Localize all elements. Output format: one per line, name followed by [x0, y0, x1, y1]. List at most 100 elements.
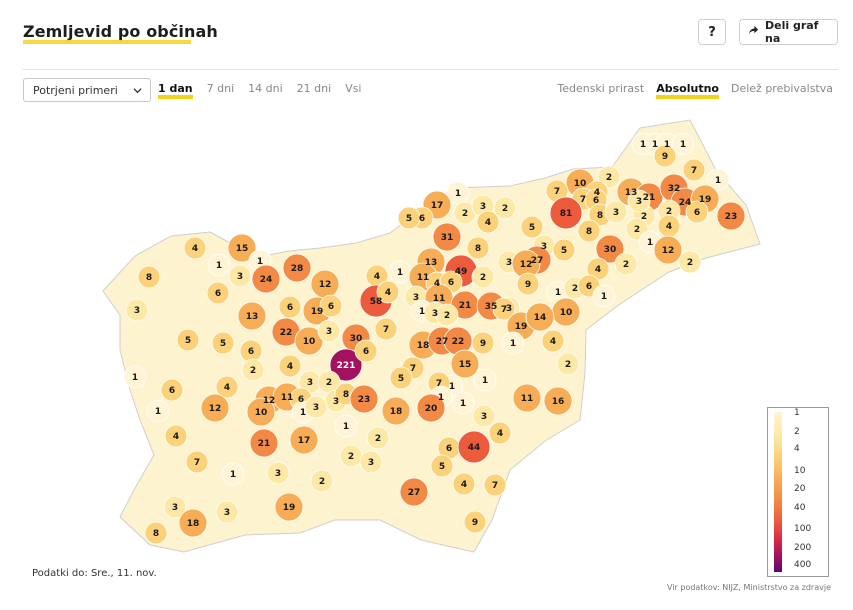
tab-vsi[interactable]: Vsi — [345, 82, 362, 95]
municipality-area[interactable] — [211, 331, 235, 355]
municipality-area[interactable] — [525, 302, 555, 332]
municipality-area[interactable] — [319, 294, 343, 318]
tab-1-dan[interactable]: 1 dan — [158, 82, 193, 99]
municipality-area[interactable] — [289, 425, 319, 455]
municipality-area[interactable] — [160, 378, 184, 402]
municipality-area[interactable] — [716, 201, 746, 231]
municipality-area[interactable] — [278, 354, 302, 378]
municipality-area[interactable] — [354, 339, 378, 363]
tab-delez-prebivalstva[interactable]: Delež prebivalstva — [730, 82, 833, 95]
municipality-area[interactable] — [435, 303, 459, 327]
municipality-area[interactable] — [237, 301, 267, 331]
municipality-area[interactable] — [376, 280, 400, 304]
municipality-area[interactable] — [653, 144, 677, 168]
municipality-area[interactable] — [520, 215, 544, 239]
municipality-area[interactable] — [501, 331, 525, 355]
municipality-area[interactable] — [472, 404, 496, 428]
municipality-area[interactable] — [282, 253, 312, 283]
municipality-area[interactable] — [207, 253, 231, 277]
municipality-area[interactable] — [294, 326, 324, 356]
municipality-area[interactable] — [473, 368, 497, 392]
municipality-area[interactable] — [163, 495, 187, 519]
municipality-area[interactable] — [595, 234, 625, 264]
municipality-area[interactable] — [137, 265, 161, 289]
municipality-area[interactable] — [185, 450, 209, 474]
municipality-area[interactable] — [457, 430, 491, 464]
municipality-area[interactable] — [653, 235, 683, 265]
municipality-area[interactable] — [452, 472, 476, 496]
municipality-area[interactable] — [556, 352, 580, 376]
municipality-area[interactable] — [706, 168, 730, 192]
municipality-area[interactable] — [577, 219, 601, 243]
municipality-area[interactable] — [512, 383, 542, 413]
municipality-area[interactable] — [366, 426, 390, 450]
municipality-area[interactable] — [597, 165, 621, 189]
municipality-area[interactable] — [476, 210, 500, 234]
municipality-area[interactable] — [249, 428, 279, 458]
municipality-area[interactable] — [228, 264, 252, 288]
municipality-area[interactable] — [552, 238, 576, 262]
municipality-area[interactable] — [266, 461, 290, 485]
municipality-area[interactable] — [463, 510, 487, 534]
municipality-area[interactable] — [678, 250, 702, 274]
municipality-area[interactable] — [432, 222, 462, 252]
municipality-area[interactable] — [215, 500, 239, 524]
municipality-area[interactable] — [682, 158, 706, 182]
municipality-area[interactable] — [310, 469, 334, 493]
municipality-area[interactable] — [493, 196, 517, 220]
municipality-area[interactable] — [359, 450, 383, 474]
municipality-area[interactable] — [604, 200, 628, 224]
metric-select[interactable]: Potrjeni primeri — [23, 78, 151, 102]
municipality-area[interactable] — [450, 349, 480, 379]
municipality-area[interactable] — [374, 317, 398, 341]
municipality-area[interactable] — [146, 399, 170, 423]
municipality-area[interactable] — [206, 281, 230, 305]
tab-absolutno[interactable]: Absolutno — [656, 82, 719, 99]
municipality-area[interactable] — [123, 365, 147, 389]
municipality-area[interactable] — [471, 331, 495, 355]
municipality-area[interactable] — [446, 181, 470, 205]
municipality-area[interactable] — [416, 393, 446, 423]
municipality-area[interactable] — [488, 421, 512, 445]
municipality-area[interactable] — [251, 264, 281, 294]
municipality-area[interactable] — [627, 189, 651, 213]
municipality-area[interactable] — [483, 473, 507, 497]
municipality-area[interactable] — [671, 132, 695, 156]
municipality-area[interactable] — [246, 397, 276, 427]
municipality-area[interactable] — [381, 396, 411, 426]
municipality-area[interactable] — [685, 200, 709, 224]
tab-tedenski-prirast[interactable]: Tedenski prirast — [557, 82, 645, 95]
help-button[interactable]: ? — [698, 19, 726, 45]
share-button[interactable]: Deli graf na — [739, 19, 838, 45]
municipality-area[interactable] — [430, 454, 454, 478]
municipality-area[interactable] — [397, 206, 421, 230]
municipality-area[interactable] — [614, 252, 638, 276]
municipality-area[interactable] — [399, 477, 429, 507]
municipality-area[interactable] — [471, 265, 495, 289]
municipality-area[interactable] — [304, 395, 328, 419]
municipality-area[interactable] — [349, 384, 379, 414]
municipality-area[interactable] — [317, 319, 341, 343]
municipality-area[interactable] — [466, 236, 490, 260]
municipality-area[interactable] — [183, 236, 207, 260]
municipality-area[interactable] — [516, 272, 540, 296]
municipality-area[interactable] — [227, 233, 257, 263]
municipality-area[interactable] — [592, 284, 616, 308]
municipality-area[interactable] — [125, 298, 149, 322]
municipality-area[interactable] — [451, 391, 475, 415]
municipality-area[interactable] — [274, 492, 304, 522]
municipality-area[interactable] — [221, 462, 245, 486]
municipality-area[interactable] — [200, 393, 230, 423]
municipality-area[interactable] — [164, 424, 188, 448]
tab-7-dni[interactable]: 7 dni — [206, 82, 235, 95]
municipality-area[interactable] — [541, 329, 565, 353]
municipality-area[interactable] — [492, 297, 516, 321]
tab-21-dni[interactable]: 21 dni — [296, 82, 332, 95]
municipality-area[interactable] — [215, 375, 239, 399]
tab-14-dni[interactable]: 14 dni — [248, 82, 283, 95]
municipality-area[interactable] — [241, 358, 265, 382]
municipality-area[interactable] — [278, 295, 302, 319]
municipality-area[interactable] — [543, 386, 573, 416]
municipality-area[interactable] — [176, 328, 200, 352]
municipality-area[interactable] — [178, 508, 208, 538]
